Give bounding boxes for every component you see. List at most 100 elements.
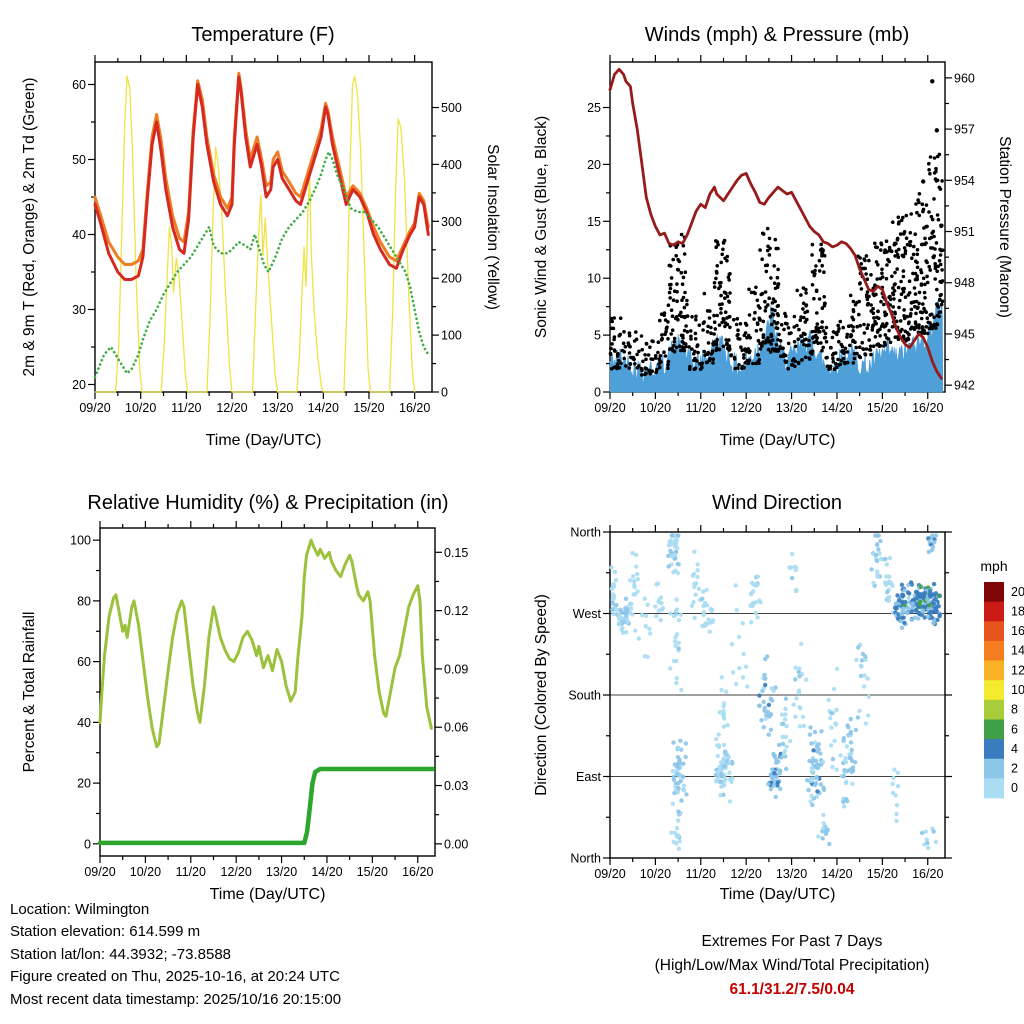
xlabel-humidity-precipitation: Time (Day/UTC) bbox=[209, 886, 326, 903]
svg-text:16/20: 16/20 bbox=[399, 401, 430, 415]
svg-text:10/20: 10/20 bbox=[640, 867, 671, 881]
svg-text:0: 0 bbox=[1011, 781, 1018, 795]
svg-text:09/20: 09/20 bbox=[594, 401, 625, 415]
humidity-precipitation-chart: 09/20 10/20 11/20 12/20 13/20 14/20 15/20 16/20… bbox=[70, 521, 468, 879]
xlabel-winds-pressure: Time (Day/UTC) bbox=[719, 432, 836, 449]
svg-text:4: 4 bbox=[1011, 742, 1018, 756]
svg-text:11/20: 11/20 bbox=[686, 401, 716, 415]
svg-text:300: 300 bbox=[441, 215, 462, 229]
svg-text:948: 948 bbox=[954, 276, 975, 290]
svg-text:20+: 20+ bbox=[1011, 585, 1024, 599]
svg-text:13/20: 13/20 bbox=[776, 401, 807, 415]
svg-text:954: 954 bbox=[954, 174, 975, 188]
metadata-timestamp: Most recent data timestamp: 2025/10/16 2… bbox=[10, 990, 342, 1008]
svg-text:14: 14 bbox=[1011, 644, 1024, 658]
chart-title-wind-direction: Wind Direction bbox=[711, 492, 843, 514]
svg-text:09/20: 09/20 bbox=[79, 401, 110, 415]
svg-text:951: 951 bbox=[954, 225, 975, 239]
svg-text:14/20: 14/20 bbox=[311, 865, 342, 879]
svg-text:0.15: 0.15 bbox=[444, 546, 468, 560]
svg-text:20: 20 bbox=[77, 777, 91, 791]
svg-text:25: 25 bbox=[587, 101, 601, 115]
svg-text:0.03: 0.03 bbox=[444, 779, 468, 793]
svg-text:400: 400 bbox=[441, 158, 462, 172]
svg-text:West: West bbox=[573, 607, 602, 621]
svg-text:10/20: 10/20 bbox=[125, 401, 156, 415]
svg-text:60: 60 bbox=[72, 78, 86, 92]
svg-text:11/20: 11/20 bbox=[176, 865, 206, 879]
svg-text:13/20: 13/20 bbox=[262, 401, 293, 415]
svg-text:16/20: 16/20 bbox=[912, 401, 943, 415]
svg-text:8: 8 bbox=[1011, 703, 1018, 717]
svg-text:10/20: 10/20 bbox=[130, 865, 161, 879]
svg-text:12/20: 12/20 bbox=[221, 865, 252, 879]
ylabel-temperature-left: 2m & 9m T (Red, Orange) & 2m Td (Green) bbox=[21, 77, 38, 377]
chart-title-temperature: Temperature (F) bbox=[191, 24, 335, 46]
svg-text:100: 100 bbox=[70, 534, 91, 548]
svg-text:12/20: 12/20 bbox=[216, 401, 247, 415]
wind-direction-chart: 09/20 10/20 11/20 12/20 13/20 14/20 15/20 16/20… bbox=[568, 525, 1024, 881]
svg-text:5: 5 bbox=[594, 329, 601, 343]
svg-text:20: 20 bbox=[587, 158, 601, 172]
svg-text:09/20: 09/20 bbox=[84, 865, 115, 879]
svg-text:13/20: 13/20 bbox=[776, 867, 807, 881]
svg-text:10: 10 bbox=[587, 272, 601, 286]
temperature-chart: 09/20 10/20 11/20 12/20 13/20 14/20 15/20 16/20… bbox=[72, 55, 462, 415]
svg-text:East: East bbox=[576, 770, 602, 784]
svg-text:0: 0 bbox=[441, 386, 448, 400]
svg-text:North: North bbox=[570, 852, 601, 866]
extremes-values: 61.1/31.2/7.5/0.04 bbox=[729, 981, 855, 998]
station-metadata: Location: Wilmington Station elevation: … bbox=[10, 899, 341, 1011]
svg-text:40: 40 bbox=[72, 228, 86, 242]
svg-text:60: 60 bbox=[77, 655, 91, 669]
ylabel-temperature-right: Solar Insolation (Yellow) bbox=[484, 144, 501, 310]
svg-text:15/20: 15/20 bbox=[357, 865, 388, 879]
svg-text:11/20: 11/20 bbox=[686, 867, 716, 881]
svg-text:11/20: 11/20 bbox=[171, 401, 201, 415]
svg-text:14/20: 14/20 bbox=[821, 867, 852, 881]
svg-text:500: 500 bbox=[441, 101, 462, 115]
svg-text:30: 30 bbox=[72, 303, 86, 317]
metadata-elevation: Station elevation: 614.599 m bbox=[10, 923, 201, 941]
svg-text:12/20: 12/20 bbox=[731, 401, 762, 415]
svg-text:North: North bbox=[570, 526, 601, 540]
extremes-subtitle: (High/Low/Max Wind/Total Precipitation) bbox=[654, 957, 930, 974]
svg-text:200: 200 bbox=[441, 272, 462, 286]
extremes-block: Extremes For Past 7 Days (High/Low/Max W… bbox=[560, 930, 1024, 1002]
svg-text:18: 18 bbox=[1011, 604, 1024, 618]
svg-text:14/20: 14/20 bbox=[308, 401, 339, 415]
svg-text:10: 10 bbox=[1011, 683, 1024, 697]
svg-text:0.12: 0.12 bbox=[444, 604, 468, 618]
svg-text:0: 0 bbox=[84, 837, 91, 851]
svg-text:0.00: 0.00 bbox=[444, 837, 468, 851]
chart-title-winds-pressure: Winds (mph) & Pressure (mb) bbox=[644, 24, 910, 46]
svg-text:10/20: 10/20 bbox=[640, 401, 671, 415]
svg-text:40: 40 bbox=[77, 716, 91, 730]
xlabel-temperature: Time (Day/UTC) bbox=[205, 432, 322, 449]
extremes-title: Extremes For Past 7 Days bbox=[701, 933, 883, 950]
colorbar-label: mph bbox=[980, 558, 1008, 574]
svg-text:957: 957 bbox=[954, 123, 975, 137]
svg-text:942: 942 bbox=[954, 379, 975, 393]
svg-text:13/20: 13/20 bbox=[266, 865, 297, 879]
svg-text:0.09: 0.09 bbox=[444, 662, 468, 676]
svg-text:09/20: 09/20 bbox=[594, 867, 625, 881]
svg-text:0.06: 0.06 bbox=[444, 721, 468, 735]
ylabel-direction-left: Direction (Colored By Speed) bbox=[533, 594, 550, 796]
ylabel-winds-left: Sonic Wind & Gust (Blue, Black) bbox=[533, 115, 550, 339]
svg-text:16: 16 bbox=[1011, 624, 1024, 638]
svg-text:South: South bbox=[568, 689, 601, 703]
ylabel-pressure-right: Station Pressure (Maroon) bbox=[996, 136, 1013, 318]
metadata-created: Figure created on Thu, 2025-10-16, at 20… bbox=[10, 968, 340, 986]
svg-text:960: 960 bbox=[954, 71, 975, 85]
svg-text:15/20: 15/20 bbox=[867, 401, 898, 415]
svg-text:15/20: 15/20 bbox=[353, 401, 384, 415]
svg-text:945: 945 bbox=[954, 327, 975, 341]
ylabel-humidity-left: Percent & Total Rainfall bbox=[21, 611, 38, 773]
svg-text:16/20: 16/20 bbox=[912, 867, 943, 881]
svg-text:6: 6 bbox=[1011, 722, 1018, 736]
svg-text:2: 2 bbox=[1011, 762, 1018, 776]
svg-text:80: 80 bbox=[77, 594, 91, 608]
chart-title-humidity-precipitation: Relative Humidity (%) & Precipitation (i… bbox=[87, 492, 449, 514]
winds-pressure-chart: 09/20 10/20 11/20 12/20 13/20 14/20 15/20 16/20… bbox=[587, 55, 975, 415]
